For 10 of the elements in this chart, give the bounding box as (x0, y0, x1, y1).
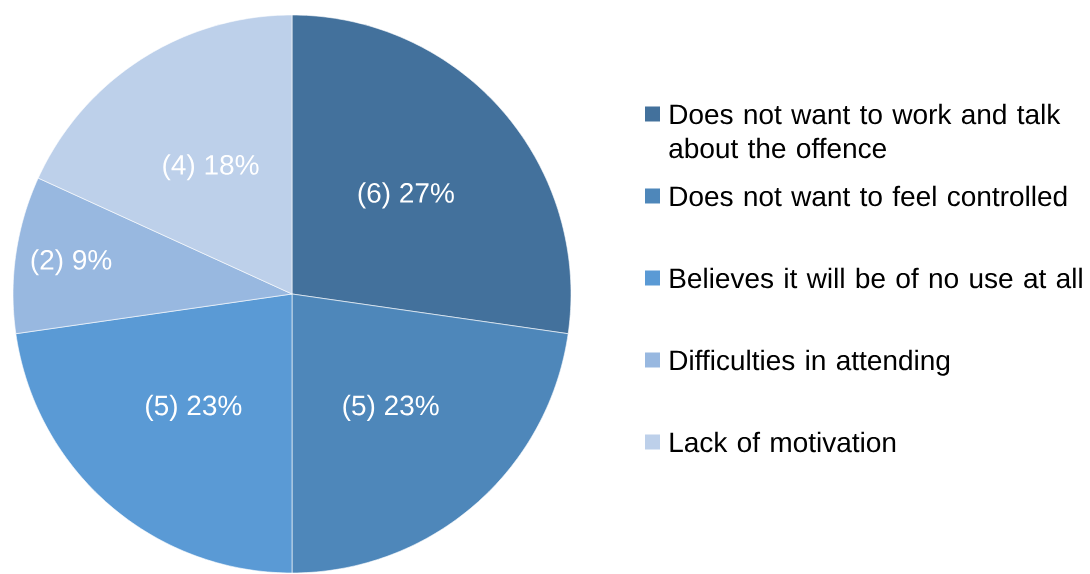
data-label: (4) 18% (163, 154, 259, 181)
legend-label: Difficulties in attending (670, 349, 950, 376)
legend-label: Does not want to feel controlled (670, 185, 1067, 207)
legend-label: Believes it will be of no use at all (670, 267, 1082, 289)
data-label: (5) 23% (146, 394, 242, 421)
data-label: (2) 9% (31, 249, 112, 276)
legend-label: Lack of motivation (670, 431, 896, 453)
data-label: (6) 27% (358, 182, 454, 209)
data-label: (5) 23% (343, 394, 439, 421)
legend-label: Does not want to work and talk about the offence (669, 103, 1061, 159)
